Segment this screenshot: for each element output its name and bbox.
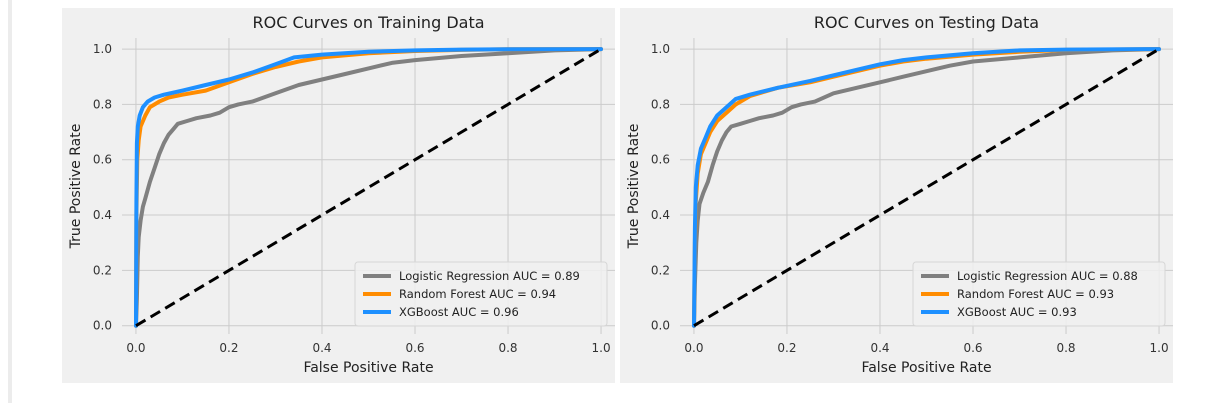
y-tick-label: 0.8 [93,97,112,111]
x-tick-label: 0.6 [963,341,982,355]
chart-title: ROC Curves on Testing Data [814,13,1039,32]
y-tick-label: 0.4 [93,208,112,222]
y-tick-label: 0.8 [651,97,670,111]
legend-entry: XGBoost AUC = 0.96 [399,305,519,319]
chance-diagonal-line [693,47,1160,327]
legend-box [354,261,608,327]
x-tick-label: 0.6 [405,341,424,355]
chart-title: ROC Curves on Training Data [252,13,484,32]
x-tick-label: 1.0 [1150,341,1169,355]
legend-entry: Random Forest AUC = 0.94 [399,287,556,301]
legend-entry: Logistic Regression AUC = 0.89 [399,269,580,283]
y-tick-label: 1.0 [651,42,670,56]
chart-2: 0.0 0.2 0.4 0.6 0.8 1.0 0.0 0.2 0.4 0.6 0.8 1.0 ROC … [620,8,1173,383]
x-tick-label: 0.2 [777,341,796,355]
legend-entry: XGBoost AUC = 0.93 [957,305,1077,319]
x-tick-label: 1.0 [592,341,611,355]
x-tick-label: 0.4 [312,341,331,355]
legend-entry: Logistic Regression AUC = 0.88 [957,269,1138,283]
x-tick-label: 0.0 [126,341,145,355]
y-tick-label: 0.6 [651,153,670,167]
x-axis-label: False Positive Rate [861,360,991,376]
x-tick-label: 0.4 [870,341,889,355]
chance-diagonal-line [135,47,602,327]
y-axis-label: True Positive Rate [68,124,84,250]
series-line-2 [692,47,1161,328]
series-line-2 [134,47,603,328]
y-tick-label: 0.2 [93,263,112,277]
x-axis-label: False Positive Rate [303,360,433,376]
x-tick-label: 0.8 [498,341,517,355]
chart-1: 0.0 0.2 0.4 0.6 0.8 1.0 0.0 0.2 0.4 0.6 0.8 1.0 ROC … [62,8,615,383]
cell-left-rule [8,0,12,403]
x-tick-label: 0.0 [684,341,703,355]
series-line-0 [692,47,1161,328]
legend-box [912,261,1166,327]
series-line-0 [134,47,603,328]
y-tick-label: 0.4 [651,208,670,222]
y-tick-label: 0.0 [93,319,112,333]
x-tick-label: 0.2 [219,341,238,355]
x-tick-label: 0.8 [1056,341,1075,355]
y-tick-label: 1.0 [93,42,112,56]
y-tick-label: 0.6 [93,153,112,167]
roc-figure: 0.0 0.2 0.4 0.6 0.8 1.0 0.0 0.2 0.4 0.6 0.8 1.0 ROC … [62,8,1182,392]
y-axis-label: True Positive Rate [626,124,642,250]
y-tick-label: 0.0 [651,319,670,333]
roc-figure-svg: 0.0 0.2 0.4 0.6 0.8 1.0 0.0 0.2 0.4 0.6 0.8 1.0 ROC … [62,8,1173,383]
y-tick-label: 0.2 [651,263,670,277]
legend-entry: Random Forest AUC = 0.93 [957,287,1114,301]
